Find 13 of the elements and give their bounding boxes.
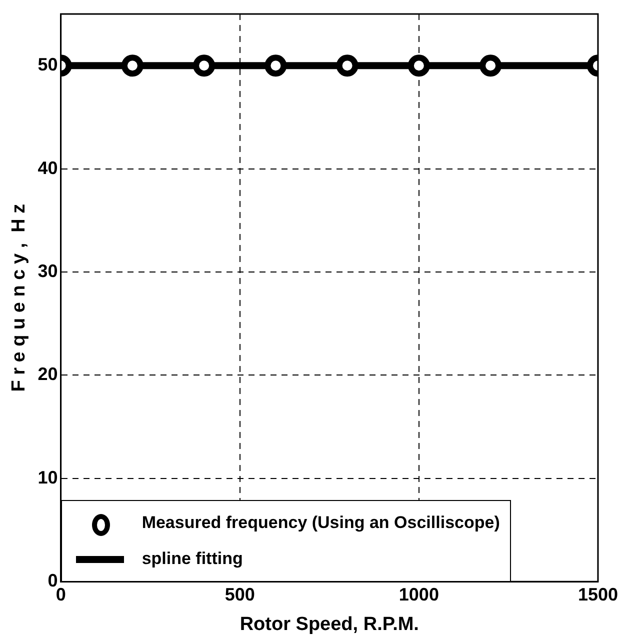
y-tick-label: 40: [38, 158, 58, 178]
x-axis-title: Rotor Speed, R.P.M.: [240, 614, 419, 635]
x-tick-label: 500: [224, 584, 255, 604]
y-tick-label: 0: [48, 570, 58, 591]
x-tick-label: 1000: [398, 584, 439, 604]
legend-label: spline fitting: [142, 548, 243, 569]
y-tick-label: 10: [38, 467, 58, 488]
y-tick-label: 30: [38, 260, 58, 281]
y-tick-label: 50: [38, 54, 58, 75]
y-tick-label: 20: [38, 364, 58, 384]
x-tick-label: 1500: [578, 584, 618, 604]
y-axis-title: F r e q u e n c y , H z: [8, 204, 30, 392]
legend-label: Measured frequency (Using an Oscilliscope): [142, 512, 500, 533]
